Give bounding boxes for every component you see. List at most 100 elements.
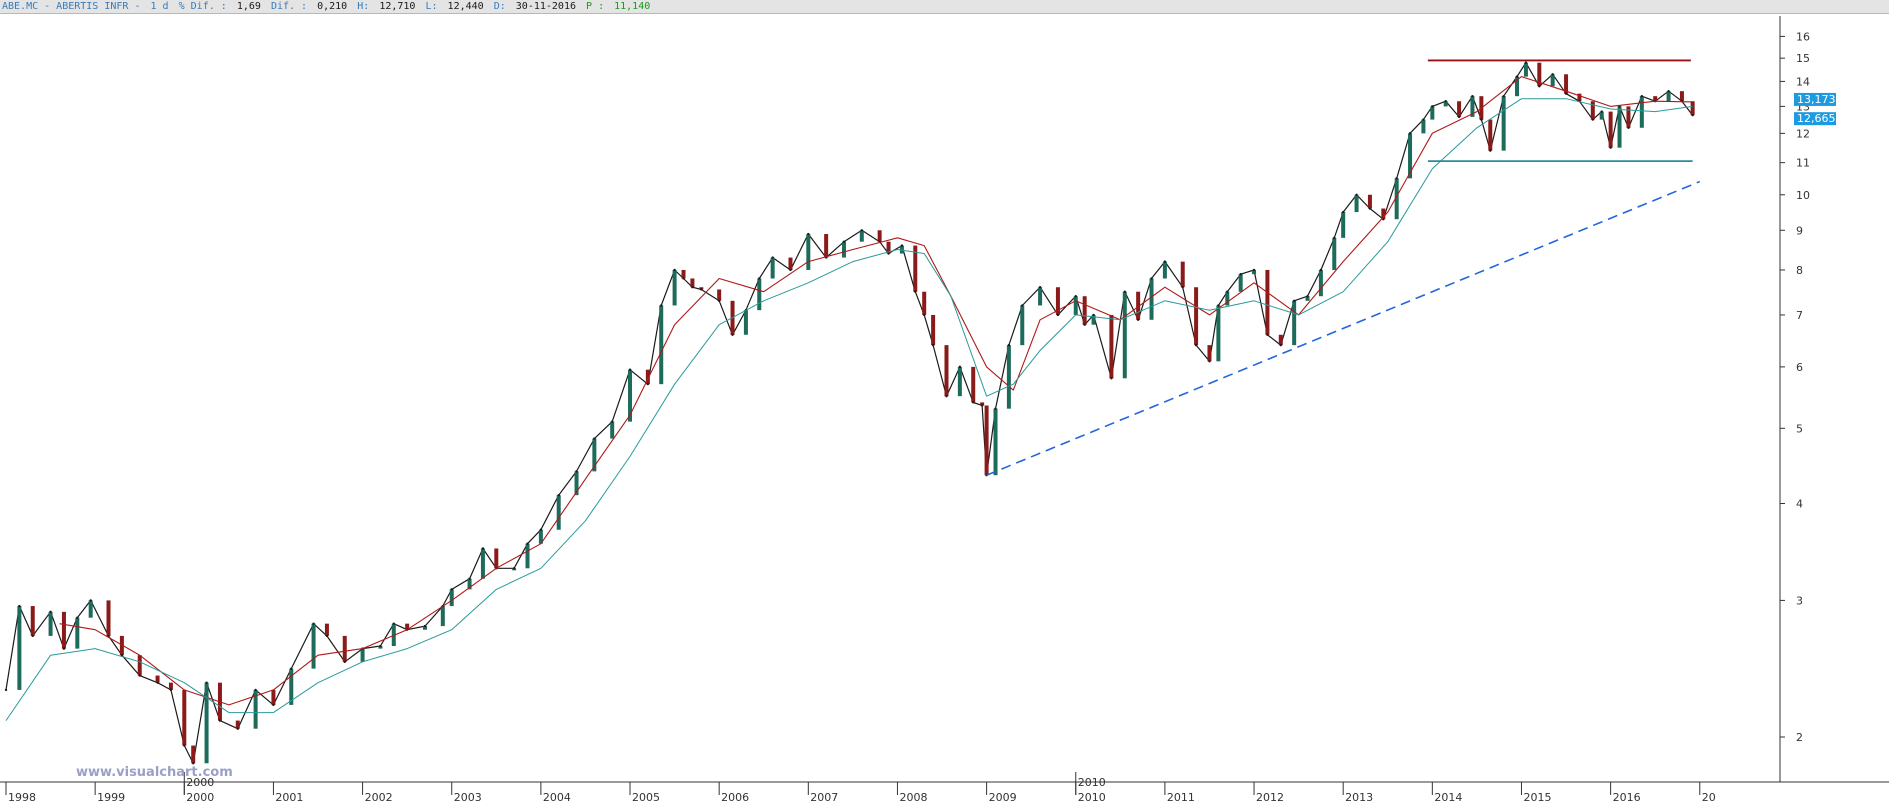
price-point: [1181, 286, 1184, 289]
price-candle: [770, 257, 775, 279]
p-label: P :: [586, 1, 605, 12]
price-point: [1640, 94, 1644, 98]
price-point: [1341, 210, 1345, 214]
price-candle: [824, 234, 829, 258]
price-candle: [899, 245, 904, 254]
price-candle: [628, 369, 633, 422]
price-point: [1524, 61, 1528, 64]
price-point: [1217, 304, 1220, 307]
price-point: [169, 688, 173, 692]
price-point: [423, 624, 427, 628]
price-candle: [17, 606, 22, 690]
x-tick-label: 1999: [97, 791, 125, 804]
price-candle: [1278, 334, 1283, 346]
price-tag-label: 12,665: [1797, 112, 1836, 125]
price-point: [900, 244, 904, 247]
price-candle: [1537, 62, 1542, 87]
x-tick-label: 2014: [1434, 791, 1462, 804]
x-tick-label: 2005: [632, 791, 660, 804]
price-point: [1266, 333, 1269, 336]
price-candle: [574, 471, 579, 496]
price-candle: [324, 623, 329, 636]
price-point: [1306, 295, 1309, 298]
price-candle: [1381, 208, 1386, 220]
pct-dif-value: 1,69: [236, 1, 261, 12]
price-candle: [480, 548, 485, 579]
price-candle: [271, 689, 276, 705]
price-point: [1021, 304, 1024, 307]
price-candle: [1408, 133, 1413, 179]
price-point: [1074, 295, 1077, 298]
price-point: [450, 588, 453, 591]
price-point: [1431, 105, 1434, 108]
price-point: [972, 401, 975, 404]
price-point: [1092, 313, 1095, 317]
price-candle: [1006, 345, 1011, 409]
price-candle: [30, 606, 35, 636]
price-candle: [422, 626, 427, 630]
price-candle: [75, 617, 80, 649]
price-point: [1110, 377, 1113, 380]
series-sma_long-line: [5, 98, 1693, 721]
price-point: [62, 647, 66, 650]
price-point: [1136, 318, 1140, 321]
price-candle: [913, 245, 918, 292]
price-candle: [886, 241, 891, 254]
price-candle: [1617, 106, 1622, 148]
price-candle: [1252, 269, 1257, 275]
price-candle: [405, 623, 410, 630]
x-marker-label: 2000: [186, 776, 214, 789]
price-point: [1422, 118, 1425, 121]
price-point: [1279, 343, 1282, 347]
price-candle: [1679, 91, 1684, 102]
price-point: [646, 382, 650, 386]
price-candle: [1225, 291, 1230, 306]
price-candle: [1421, 119, 1426, 134]
price-candle: [1055, 287, 1060, 315]
x-tick-label: 2012: [1256, 791, 1284, 804]
price-candle: [1341, 212, 1346, 238]
price-point: [923, 313, 926, 317]
high-label: H:: [357, 1, 370, 12]
price-point: [1457, 115, 1461, 119]
price-point: [1667, 89, 1670, 93]
price-candle: [1590, 101, 1595, 120]
price-candle: [378, 646, 383, 649]
price-candle: [1639, 96, 1644, 128]
price-candle: [743, 310, 748, 335]
price-candle: [191, 745, 196, 764]
date-label: D:: [493, 1, 506, 12]
price-point: [312, 622, 315, 625]
price-point: [468, 577, 471, 580]
price-candle: [1091, 314, 1096, 325]
price-candle: [1318, 269, 1323, 297]
price-point: [1444, 100, 1447, 103]
price-point: [512, 567, 516, 570]
x-tick-label: 2009: [989, 791, 1017, 804]
x-tick-label: 20: [1702, 791, 1716, 804]
price-candle: [289, 668, 294, 705]
x-tick-label: 2007: [810, 791, 838, 804]
price-point: [1355, 193, 1358, 196]
price-point: [945, 394, 948, 398]
price-point: [1382, 218, 1385, 221]
price-point: [887, 252, 890, 255]
price-candle: [1265, 269, 1270, 335]
y-tick-label: 2: [1796, 731, 1803, 744]
low-label: L:: [425, 1, 438, 12]
price-candle: [1457, 101, 1462, 117]
price-candle: [1180, 261, 1185, 288]
price-candle: [610, 421, 615, 439]
price-candle: [1599, 111, 1604, 120]
price-point: [18, 604, 21, 608]
price-point: [758, 277, 761, 280]
price-point: [192, 762, 195, 765]
watermark: www.visualchart.com: [76, 765, 233, 780]
price-candle: [88, 600, 93, 618]
price-candle: [1136, 291, 1141, 320]
price-candle: [253, 689, 258, 729]
price-candle: [137, 655, 142, 676]
y-tick-label: 14: [1796, 75, 1810, 88]
x-tick-label: 2000: [186, 791, 214, 804]
